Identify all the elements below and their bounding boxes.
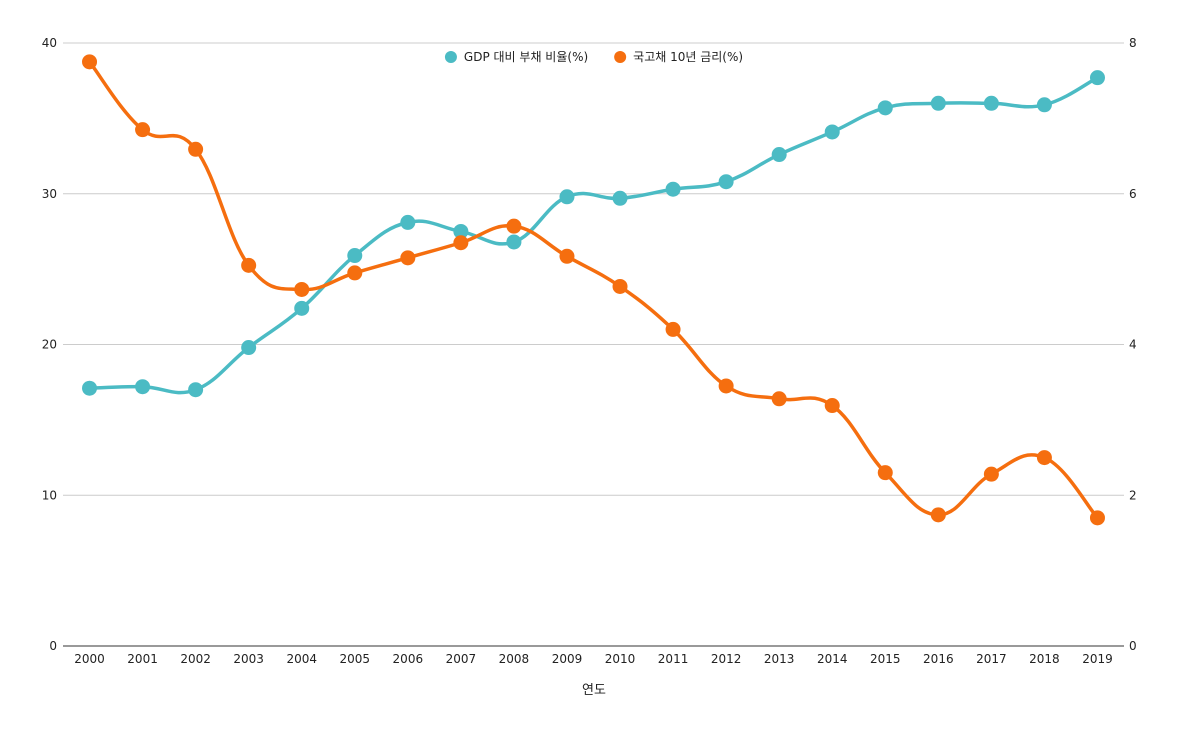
series-1-point — [559, 189, 575, 205]
y-right-tick-label: 6 — [1129, 187, 1137, 201]
series-1-point — [665, 181, 681, 197]
series-2-point — [1036, 450, 1052, 466]
series-2-point — [983, 466, 999, 482]
series-1-point — [1036, 97, 1052, 113]
legend-label: 국고채 10년 금리(%) — [633, 50, 743, 64]
x-tick-label: 2001 — [127, 652, 158, 666]
x-tick-label: 2019 — [1082, 652, 1113, 666]
x-tick-label: 2009 — [552, 652, 583, 666]
y-left-tick-label: 10 — [42, 488, 57, 502]
series-1-point — [241, 340, 257, 356]
series-1-point — [82, 380, 98, 396]
y-right-tick-label: 8 — [1129, 36, 1137, 50]
series-2-point — [718, 378, 734, 394]
series-2-point — [612, 278, 628, 294]
series-1-line — [87, 75, 1100, 395]
series-2-line — [87, 60, 1100, 520]
series-2-point — [294, 281, 310, 297]
series-1-point — [983, 95, 999, 111]
series-2-point — [188, 141, 204, 157]
x-tick-label: 2018 — [1029, 652, 1060, 666]
y-left-tick-label: 0 — [49, 639, 57, 653]
x-tick-label: 2006 — [393, 652, 424, 666]
series-1-point — [824, 124, 840, 140]
series-2-point — [135, 122, 151, 138]
x-tick-label: 2007 — [446, 652, 477, 666]
x-axis-title: 연도 — [582, 683, 606, 698]
series-1-point — [930, 95, 946, 111]
series-1-point — [453, 223, 469, 239]
y-left-tick-label: 40 — [42, 36, 57, 50]
x-tick-label: 2015 — [870, 652, 901, 666]
series-1-point — [877, 100, 893, 116]
x-tick-label: 2013 — [764, 652, 795, 666]
legend: GDP 대비 부채 비율(%) 국고채 10년 금리(%) — [444, 50, 743, 64]
series-1-point — [294, 300, 310, 316]
series-2-point — [1089, 510, 1105, 526]
x-tick-label: 2005 — [340, 652, 371, 666]
x-tick-label: 2012 — [711, 652, 742, 666]
x-tick-label: 2008 — [499, 652, 530, 666]
series-2-point — [930, 507, 946, 523]
y-right-tick-label: 4 — [1129, 338, 1137, 352]
series-1-point — [135, 379, 151, 395]
y-right-tick-label: 2 — [1129, 488, 1137, 502]
series-1-point — [1089, 70, 1105, 86]
y-left-tick-label: 30 — [42, 187, 57, 201]
series-1-point — [400, 214, 416, 230]
legend-marker — [614, 51, 627, 63]
series-1-point — [771, 147, 787, 163]
legend-label: GDP 대비 부채 비율(%) — [464, 50, 588, 64]
series-2-point — [453, 235, 469, 251]
x-tick-label: 2011 — [658, 652, 689, 666]
x-tick-label: 2017 — [976, 652, 1007, 666]
series-2-point — [559, 248, 575, 264]
series-2-point — [400, 250, 416, 266]
x-tick-label: 2010 — [605, 652, 636, 666]
axes: 0 10 20 30 40 0 2 4 6 8 2000 2001 2002 2003 2004 2005 20… — [42, 36, 1137, 666]
x-tick-label: 2000 — [74, 652, 105, 666]
x-tick-label: 2014 — [817, 652, 848, 666]
series-2-point — [506, 218, 522, 234]
series-2-point — [771, 391, 787, 407]
x-tick-label: 2004 — [286, 652, 317, 666]
series-2-point — [877, 465, 893, 481]
x-tick-label: 2003 — [233, 652, 264, 666]
series-2-point — [241, 257, 257, 273]
x-tick-label: 2002 — [180, 652, 211, 666]
series-1-point — [188, 382, 204, 398]
series-1-point — [718, 174, 734, 190]
legend-marker — [444, 51, 457, 63]
series-2-point — [82, 54, 98, 70]
series-1-point — [612, 190, 628, 206]
series-2-point — [347, 265, 363, 281]
y-right-tick-label: 0 — [1129, 639, 1137, 653]
series-1-point — [347, 248, 363, 264]
series-1-point — [506, 234, 522, 250]
series-2-point — [824, 398, 840, 414]
y-left-tick-label: 20 — [42, 338, 57, 352]
x-tick-label: 2016 — [923, 652, 954, 666]
series — [82, 54, 1105, 526]
series-2-point — [665, 321, 681, 337]
